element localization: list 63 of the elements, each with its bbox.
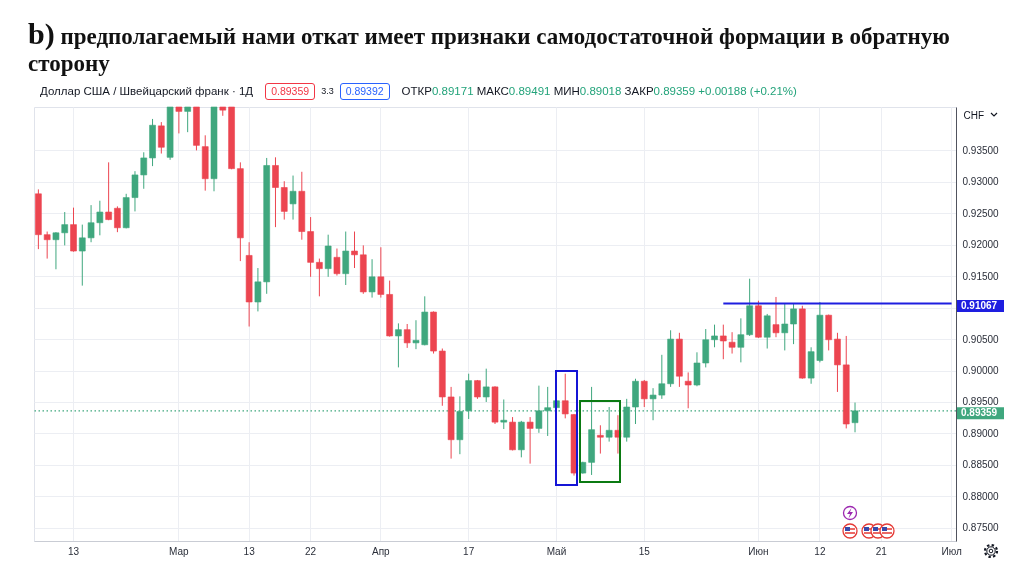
candlestick [368, 258, 376, 299]
x-tick-label: Мар [169, 545, 190, 557]
data-label: 0.91067 [961, 299, 998, 311]
candlestick [114, 205, 121, 233]
y-tick-label: 0.89500 [962, 396, 1000, 408]
y-tick-label: 0.91500 [962, 270, 1000, 282]
candlestick [395, 322, 402, 368]
y-tick-label: 0.93500 [962, 144, 1000, 156]
candlestick [790, 303, 797, 345]
candlestick [772, 296, 780, 338]
y-axis-title: CHF [963, 109, 985, 121]
candlestick [280, 180, 288, 221]
y-tick-label: 0.89000 [962, 427, 1000, 439]
candlestick [333, 248, 341, 277]
x-tick-label: 13 [67, 545, 80, 557]
x-tick-label: 22 [305, 545, 317, 557]
y-tick-label: 0.92000 [962, 239, 1000, 251]
candlestick [403, 323, 411, 349]
text: 3.3 [320, 84, 335, 98]
y-tick-label: 0.92500 [962, 207, 1000, 219]
candlestick [184, 106, 191, 133]
x-tick-label: 21 [875, 545, 888, 557]
candlestick [720, 324, 727, 360]
y-tick-label: 0.88000 [962, 490, 1000, 502]
candlestick [43, 231, 51, 260]
candlestick [175, 106, 183, 134]
candlestick [597, 424, 604, 455]
candlestick [105, 161, 112, 221]
candlestick [482, 368, 490, 403]
candlestick [316, 258, 323, 297]
y-tick-label: 0.90000 [962, 365, 1000, 377]
candlestick [342, 231, 350, 286]
candlestick [324, 234, 332, 278]
ref-line-label: 0.89359 [961, 407, 998, 419]
candlestick [781, 303, 789, 351]
text: 0.89359 [271, 84, 310, 97]
x-tick-label: 13 [243, 545, 256, 557]
x-tick-label: Май [546, 545, 567, 557]
text: 0.89359 [653, 85, 696, 97]
candlestick [684, 371, 692, 409]
candlestick [711, 324, 718, 348]
y-tick-label: 0.88500 [962, 459, 1000, 471]
candlestick [640, 379, 648, 408]
candlestick [289, 175, 297, 221]
candlestick [351, 231, 358, 269]
chart-title: b) предполагаемый нами откат имеет признаки самодостаточной формации в обратную сторону [28, 17, 951, 77]
candlestick [272, 156, 279, 228]
x-tick-label: Июн [748, 545, 769, 557]
chart-subtitle: Доллар США / Швейцарский франк · 1Д [40, 85, 254, 97]
x-tick-label: Апр [372, 545, 391, 557]
candlestick [728, 331, 736, 355]
candlestick [526, 416, 534, 465]
y-tick-label: 0.90500 [962, 333, 1000, 345]
text: 0.89392 [339, 82, 390, 100]
x-tick-label: 12 [814, 545, 826, 557]
candlestick [763, 313, 771, 350]
candlestick [158, 121, 165, 155]
y-tick-label: 0.93000 [962, 176, 1000, 188]
x-tick-label: Июл [941, 545, 962, 557]
x-tick-label: 17 [463, 545, 475, 557]
x-tick-label: 15 [638, 545, 651, 557]
candlestick [377, 246, 385, 299]
y-tick-label: 0.87500 [962, 522, 1000, 534]
